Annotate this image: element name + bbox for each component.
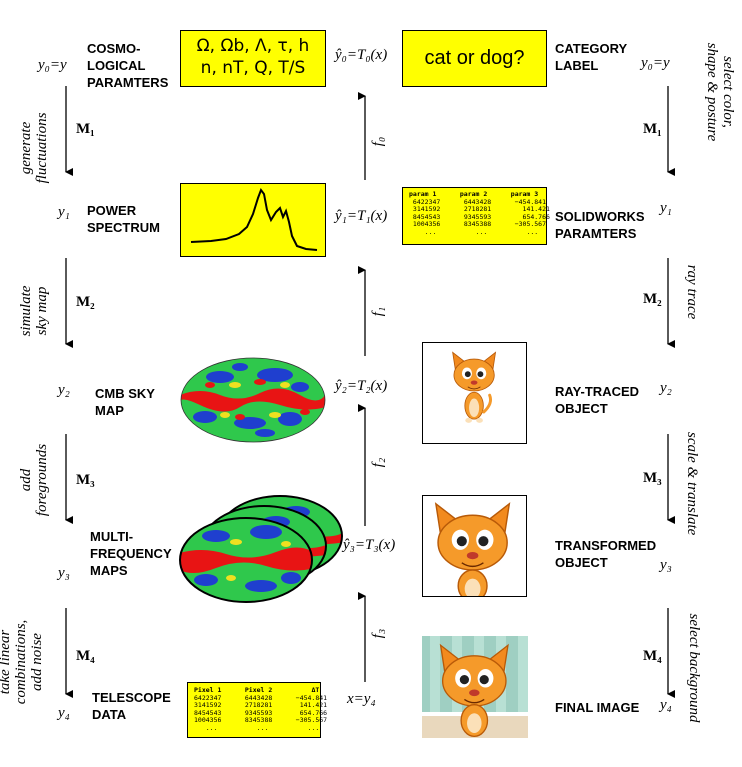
solidworks-parameter-table: param 1 param 2 param 3 6422347 6443428 … — [402, 187, 550, 245]
cat-with-background — [422, 636, 528, 738]
left-op-m4: M₄ — [76, 648, 95, 664]
table-row: 1004356 8345388 −305.567 — [412, 220, 547, 229]
label-telescope-data: TELESCOPE DATA — [92, 690, 171, 722]
table-row: ... ... ... — [424, 227, 539, 236]
right-var-y1: y₁ — [660, 200, 672, 216]
multi-frequency-maps — [179, 495, 343, 603]
left-var-y3: y₃ — [58, 565, 70, 581]
table-row: 3141592 2718281 141.421 — [412, 205, 550, 214]
cmb-sky-map — [180, 357, 326, 443]
table-row: 6422347 6443428 −454.841 — [194, 693, 328, 702]
label-multi-frequency-maps: MULTI- FREQUENCY MAPS — [90, 529, 172, 578]
left-var-y2: y₂ — [58, 382, 70, 398]
category-question-box: cat or dog? — [402, 30, 547, 87]
estimate-y3: ŷ₃=T₃(x) — [343, 537, 396, 553]
input-x: x=y₄ — [347, 691, 376, 707]
power-spectrum-plot — [180, 183, 326, 257]
right-op-m4: M₄ — [643, 648, 662, 664]
estimate-y1: ŷ₁=T₁(x) — [335, 208, 388, 224]
estimate-y2: ŷ₂=T₂(x) — [335, 378, 388, 394]
label-final-image: FINAL IMAGE — [555, 700, 640, 715]
right-op-m3: M₃ — [643, 470, 662, 486]
telescope-data-table: Pixel 1 Pixel 2 ΔT 6422347 6443428 −454.… — [187, 682, 328, 738]
table-row: 8454543 9345593 654.766 — [194, 708, 328, 717]
cosmological-parameter-box: Ω, Ωb, Λ, τ, h n, nT, Q, T/S — [180, 30, 326, 87]
right-op-m2: M₂ — [643, 291, 662, 307]
table-row: 8454543 9345593 654.766 — [412, 212, 550, 221]
final-image — [422, 636, 528, 738]
power-spectrum-curve — [190, 187, 318, 251]
cat-icon — [434, 502, 511, 603]
table-row: ... ... ... — [205, 723, 320, 732]
label-cosmological-parameters: COSMO- LOGICAL PARAMTERS — [87, 41, 169, 90]
left-op-m1: M₁ — [76, 121, 95, 137]
label-category-label: CATEGORY LABEL — [555, 41, 628, 73]
label-ray-traced-object: RAY-TRACED OBJECT — [555, 384, 640, 416]
left-op-m3: M₃ — [76, 472, 95, 488]
telescope-table-header: Pixel 1 Pixel 2 ΔT — [194, 686, 320, 694]
transformed-object-image — [422, 495, 527, 603]
left-op-m2: M₂ — [76, 294, 95, 310]
table-row: 3141592 2718281 141.421 — [194, 701, 328, 710]
estimate-y0: ŷ₀=T₀(x) — [335, 47, 388, 63]
label-power-spectrum: POWER SPECTRUM — [87, 203, 160, 235]
left-var-y0: y₀=y — [38, 57, 67, 73]
table-row: 1004356 8345388 −305.567 — [194, 716, 328, 725]
right-var-y3: y₃ — [660, 557, 672, 573]
right-op-m1: M₁ — [643, 121, 662, 137]
label-cmb-sky-map: CMB SKY MAP — [95, 386, 155, 418]
left-var-y4: y₄ — [58, 705, 70, 721]
ray-traced-object-image — [422, 342, 527, 444]
table-row: 6422347 6443428 −454.841 — [412, 197, 547, 206]
right-var-y2: y₂ — [660, 380, 672, 396]
left-var-y1: y₁ — [58, 204, 70, 220]
label-transformed-object: TRANSFORMED OBJECT — [555, 538, 657, 570]
label-solidworks-parameters: SOLIDWORKS PARAMTERS — [555, 209, 645, 241]
solidworks-table-header: param 1 param 2 param 3 — [409, 190, 539, 198]
right-var-y4: y₄ — [660, 697, 672, 713]
right-var-y0: y₀=y — [641, 55, 670, 71]
cat-icon — [452, 351, 497, 423]
